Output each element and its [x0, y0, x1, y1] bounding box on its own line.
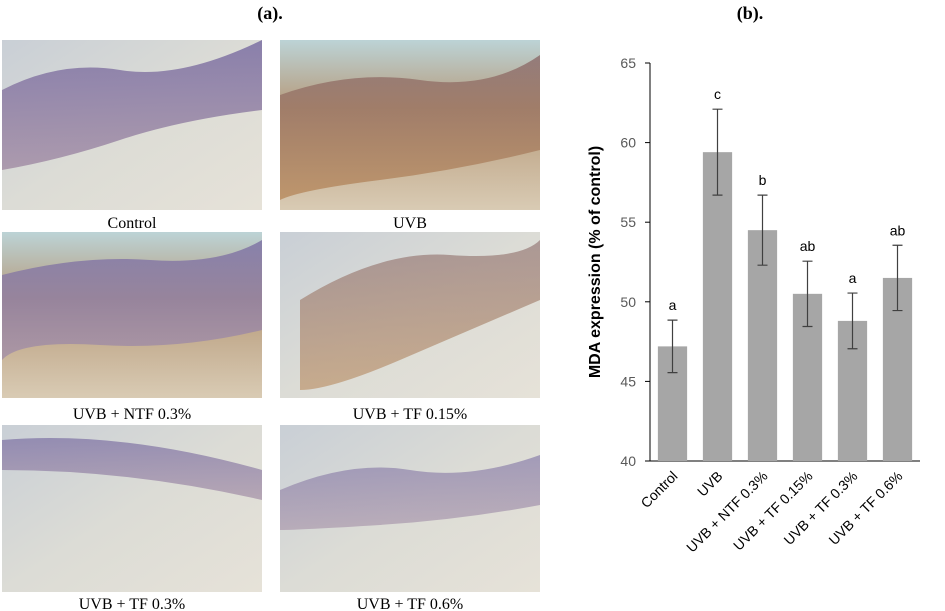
- significance-label: a: [669, 297, 677, 313]
- panel-label: (b).: [737, 3, 764, 24]
- micrograph: [2, 232, 262, 398]
- y-tick-label: 40: [620, 453, 636, 469]
- significance-label: b: [759, 172, 767, 188]
- micrograph: [2, 425, 262, 592]
- significance-label: a: [849, 270, 857, 286]
- bar: [747, 230, 778, 461]
- significance-label: c: [714, 86, 721, 102]
- image-caption: UVB + NTF 0.3%: [73, 406, 191, 423]
- micrograph: [2, 40, 262, 210]
- y-axis-title: MDA expression (% of control): [587, 146, 604, 378]
- error-bar: [712, 108, 723, 196]
- micrograph: [280, 425, 540, 592]
- error-bar: [757, 194, 768, 266]
- y-tick-label: 60: [620, 135, 636, 151]
- y-tick-label: 45: [620, 373, 636, 389]
- significance-label: ab: [890, 222, 906, 238]
- y-tick-label: 50: [620, 294, 636, 310]
- x-tick-label: UVB + TF 0.15%: [730, 468, 816, 554]
- image-caption: UVB + TF 0.15%: [353, 406, 468, 423]
- panel-label: (a).: [257, 3, 283, 24]
- error-bar: [892, 244, 903, 312]
- error-bar: [667, 319, 678, 374]
- micrograph: [280, 40, 540, 210]
- error-bar: [847, 292, 858, 350]
- error-bar: [802, 260, 813, 328]
- significance-label: ab: [800, 238, 816, 254]
- bar: [702, 152, 733, 462]
- micrograph: [280, 232, 540, 398]
- image-caption: UVB + TF 0.3%: [79, 596, 186, 611]
- y-tick-label: 55: [620, 214, 636, 230]
- x-tick-label: UVB: [694, 468, 726, 500]
- x-tick-label: UVB + NTF 0.3%: [683, 468, 771, 556]
- image-caption: Control: [108, 215, 157, 232]
- y-tick-label: 65: [620, 55, 636, 71]
- image-caption: UVB: [393, 215, 427, 232]
- image-caption: UVB + TF 0.6%: [357, 596, 464, 611]
- x-tick-label: Control: [637, 468, 680, 511]
